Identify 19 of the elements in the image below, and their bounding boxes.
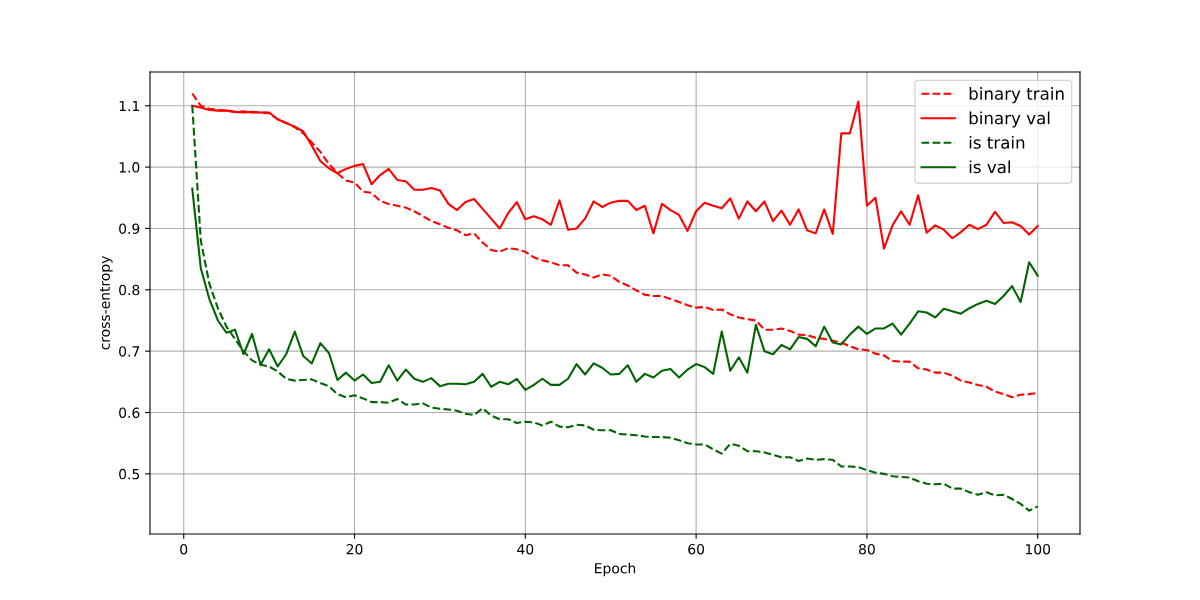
legend-label: is train (969, 135, 1025, 149)
x-tick-label: 20 (346, 543, 363, 555)
x-tick-label: 40 (517, 543, 534, 555)
y-tick-label: 0.8 (119, 284, 140, 296)
y-tick-label: 0.5 (119, 468, 140, 480)
x-tick-label: 60 (688, 543, 705, 555)
x-tick-label: 80 (859, 543, 875, 555)
y-tick-label: 0.9 (119, 223, 140, 234)
y-tick-label: 1.1 (119, 100, 139, 112)
x-tick-label: 0 (180, 543, 188, 555)
y-tick-label: 0.6 (119, 407, 140, 418)
y-tick-label: 1.0 (119, 162, 140, 173)
legend-label: binary train (969, 87, 1064, 104)
y-axis-title: cross-entropy (99, 256, 113, 350)
legend-label: is val (969, 160, 1010, 174)
legend-label: binary val (969, 111, 1050, 128)
y-tick-label: 0.7 (119, 346, 140, 357)
x-axis-title: Epoch (595, 562, 636, 577)
x-tick-label: 100 (1026, 543, 1051, 555)
